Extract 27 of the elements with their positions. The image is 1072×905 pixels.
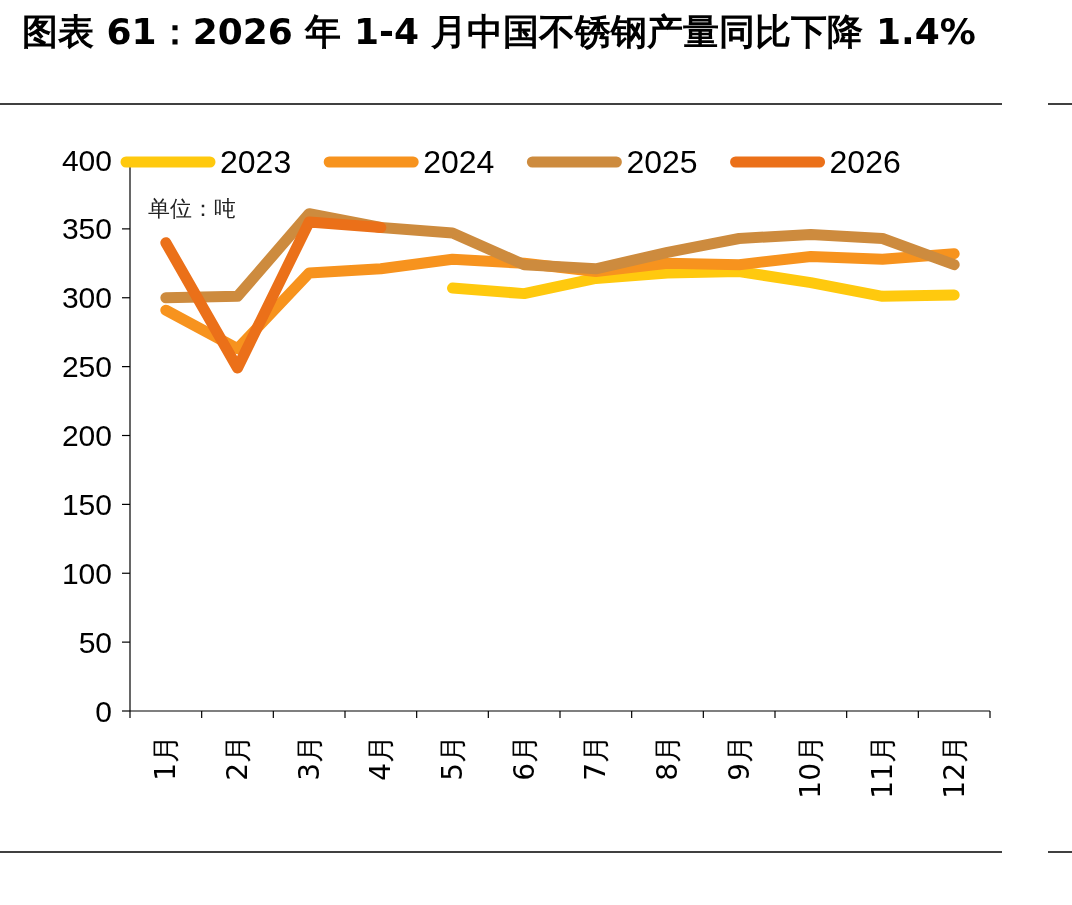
legend-label: 2023 — [220, 144, 292, 180]
y-tick-label: 100 — [61, 556, 112, 590]
x-tick-label: 8月 — [651, 735, 684, 781]
x-tick-label: 10月 — [794, 735, 828, 799]
x-tick-label: 7月 — [579, 735, 613, 781]
legend-label: 2026 — [829, 144, 901, 180]
y-tick-label: 350 — [61, 212, 112, 246]
y-tick-label: 300 — [61, 281, 112, 315]
x-tick-label: 4月 — [364, 735, 398, 781]
y-tick-label: 150 — [61, 487, 112, 521]
annotation: 单位：吨 — [148, 195, 236, 221]
x-tick-label: 12月 — [937, 735, 971, 799]
chart-title: 图表 61：2026 年 1-4 月中国不锈钢产量同比下降 1.4% — [22, 10, 977, 54]
x-tick-label: 1月 — [149, 735, 183, 781]
y-tick-label: 250 — [61, 350, 112, 384]
y-tick-label: 400 — [61, 143, 112, 177]
legend-label: 2025 — [626, 144, 698, 180]
y-tick-label: 50 — [78, 625, 112, 659]
x-tick-label: 11月 — [866, 735, 899, 799]
y-tick-label: 0 — [95, 694, 112, 728]
x-tick-label: 3月 — [292, 735, 326, 781]
x-tick-label: 5月 — [436, 735, 469, 781]
x-tick-label: 6月 — [507, 735, 541, 781]
legend-label: 2024 — [423, 144, 495, 180]
x-tick-label: 2月 — [221, 735, 254, 781]
x-tick-label: 9月 — [722, 735, 756, 781]
y-tick-label: 200 — [61, 419, 112, 452]
